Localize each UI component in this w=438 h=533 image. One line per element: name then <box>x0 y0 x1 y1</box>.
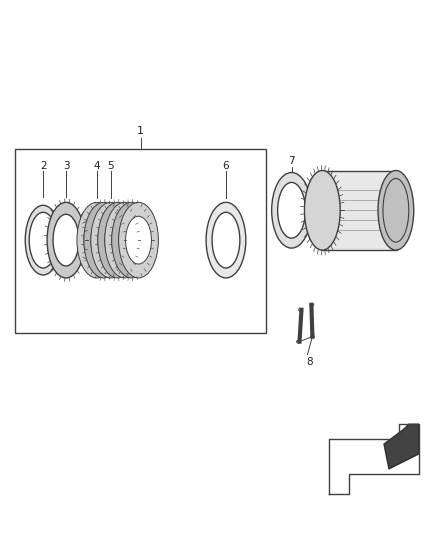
Ellipse shape <box>278 182 305 238</box>
Ellipse shape <box>206 203 246 278</box>
Ellipse shape <box>119 216 145 264</box>
Ellipse shape <box>91 203 131 278</box>
Text: 3: 3 <box>63 160 69 171</box>
Ellipse shape <box>105 203 145 278</box>
Ellipse shape <box>311 335 314 338</box>
Text: 5: 5 <box>107 160 114 171</box>
Ellipse shape <box>98 203 138 278</box>
Text: 2: 2 <box>40 160 46 171</box>
Text: 8: 8 <box>306 357 313 367</box>
Ellipse shape <box>272 173 311 248</box>
Bar <box>322 171 397 250</box>
Text: 1: 1 <box>137 126 144 136</box>
Ellipse shape <box>297 340 300 343</box>
Ellipse shape <box>47 203 85 278</box>
Ellipse shape <box>112 203 152 278</box>
Ellipse shape <box>298 308 303 311</box>
Ellipse shape <box>378 171 414 250</box>
Text: 4: 4 <box>93 160 100 171</box>
Ellipse shape <box>84 216 110 264</box>
Ellipse shape <box>98 216 124 264</box>
Ellipse shape <box>304 171 340 250</box>
Ellipse shape <box>25 205 61 275</box>
Ellipse shape <box>84 203 124 278</box>
Ellipse shape <box>105 216 131 264</box>
Ellipse shape <box>119 203 159 278</box>
Text: 7: 7 <box>288 156 295 166</box>
Polygon shape <box>384 424 419 469</box>
Ellipse shape <box>310 303 314 306</box>
Bar <box>15 149 266 333</box>
Ellipse shape <box>112 216 138 264</box>
Ellipse shape <box>77 203 117 278</box>
Ellipse shape <box>91 216 117 264</box>
Ellipse shape <box>29 212 57 268</box>
Ellipse shape <box>126 216 152 264</box>
Ellipse shape <box>212 212 240 268</box>
Ellipse shape <box>53 214 79 266</box>
Text: 6: 6 <box>223 160 229 171</box>
